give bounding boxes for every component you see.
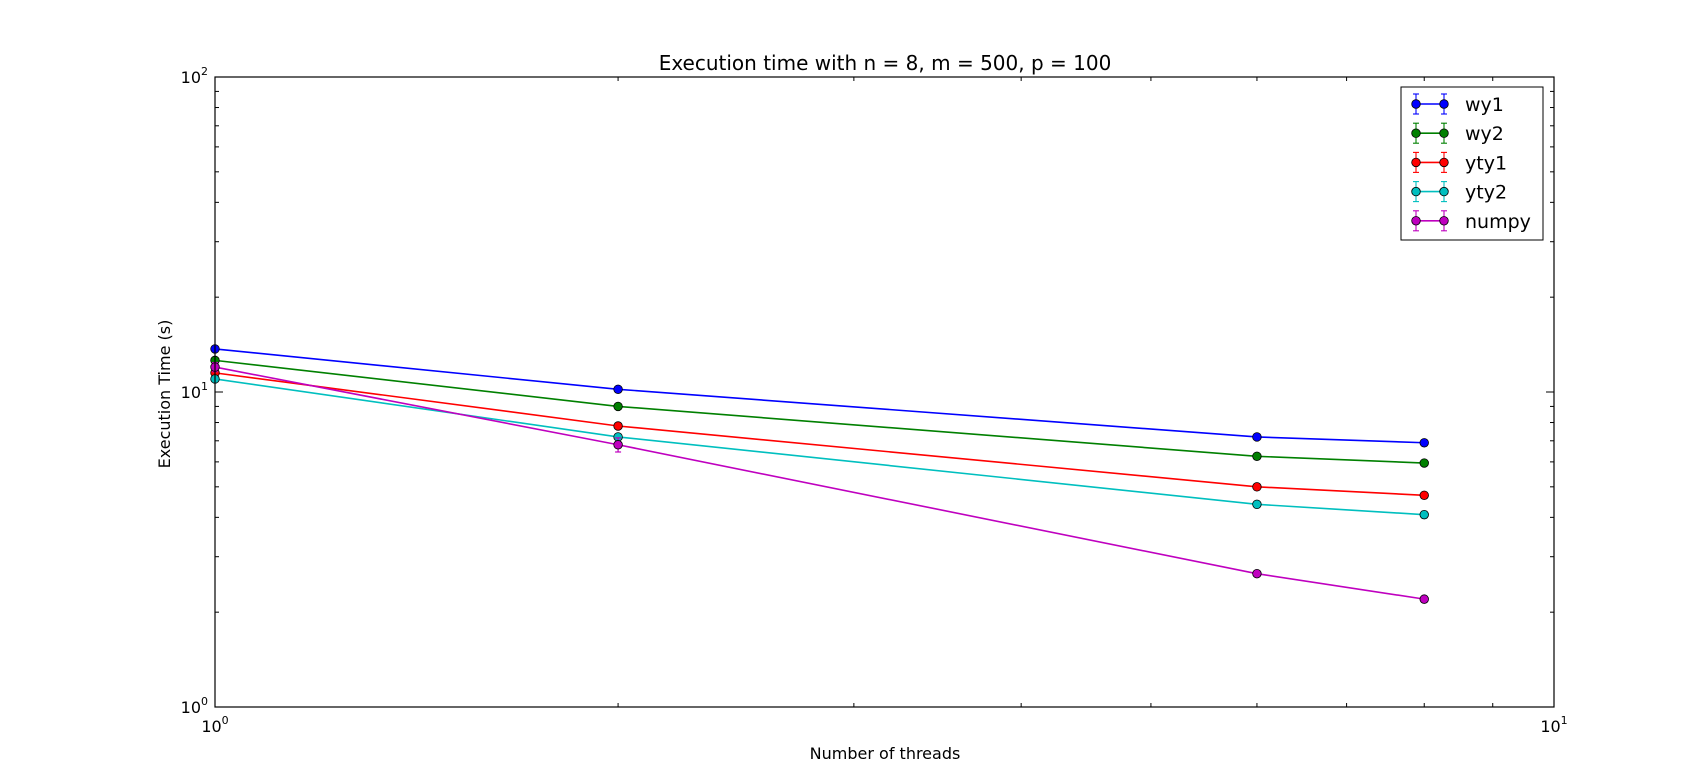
data-point [1252, 432, 1262, 442]
y-tick-base: 10 [181, 698, 201, 717]
legend-marker [1411, 99, 1421, 109]
legend-label: yty2 [1465, 182, 1507, 204]
legend-marker [1439, 157, 1449, 168]
x-tick-exponent: 0 [222, 714, 229, 727]
x-tick-label: 101 [1540, 714, 1567, 736]
series-line [214, 372, 1425, 497]
series-line [214, 348, 1425, 444]
legend-marker [1439, 99, 1449, 109]
legend-box [1400, 86, 1544, 241]
y-tick-base: 10 [181, 68, 201, 87]
legend-marker [1411, 216, 1421, 226]
y-tick-exponent: 0 [201, 695, 208, 708]
legend-label: wy1 [1465, 94, 1504, 116]
legend-marker [1411, 157, 1421, 168]
data-point [1419, 490, 1429, 500]
legend-marker [1439, 186, 1449, 197]
data-point [613, 440, 623, 450]
data-point [1252, 451, 1262, 461]
y-tick-label: 101 [181, 380, 208, 402]
legend-marker [1439, 216, 1449, 226]
x-tick-base: 10 [201, 717, 221, 736]
series-line [214, 378, 1425, 516]
legend-marker [1411, 128, 1421, 138]
data-point [1419, 458, 1429, 468]
data-point [1419, 594, 1429, 604]
data-point [1252, 482, 1262, 492]
legend-item-numpy: numpy [1411, 210, 1531, 233]
y-tick-label: 100 [181, 695, 208, 717]
chart-title: Execution time with n = 8, m = 500, p = … [659, 51, 1112, 75]
y-tick-label: 102 [181, 65, 208, 87]
data-point [613, 384, 623, 394]
y-tick-base: 10 [181, 383, 201, 402]
series-line [214, 359, 1425, 464]
legend-item-wy1: wy1 [1411, 93, 1504, 116]
legend-marker [1411, 186, 1421, 197]
legend-label: wy2 [1465, 123, 1504, 145]
x-tick-exponent: 1 [1561, 714, 1568, 727]
legend-item-wy2: wy2 [1411, 122, 1504, 145]
series-line [214, 366, 1425, 600]
y-axis-title: Execution Time (s) [155, 320, 174, 469]
series-wy2 [210, 355, 1429, 468]
x-axis-title: Number of threads [810, 744, 961, 763]
data-point [1419, 509, 1429, 520]
data-point [1252, 568, 1262, 579]
legend-item-yty2: yty2 [1411, 181, 1507, 204]
y-tick-exponent: 1 [201, 380, 208, 393]
data-point [1252, 499, 1262, 510]
data-point [613, 421, 623, 431]
y-tick-exponent: 2 [201, 65, 208, 78]
legend: wy1 wy2 yty1 yty2 numpy [1400, 86, 1544, 241]
legend-label: yty1 [1465, 152, 1507, 174]
plot-frame [214, 76, 1555, 708]
data-point [613, 401, 623, 412]
legend-label: numpy [1465, 211, 1531, 233]
data-point [1419, 438, 1429, 448]
legend-marker [1439, 128, 1449, 138]
legend-item-yty1: yty1 [1411, 151, 1507, 174]
x-tick-label: 100 [201, 714, 228, 736]
x-tick-base: 10 [1540, 717, 1560, 736]
